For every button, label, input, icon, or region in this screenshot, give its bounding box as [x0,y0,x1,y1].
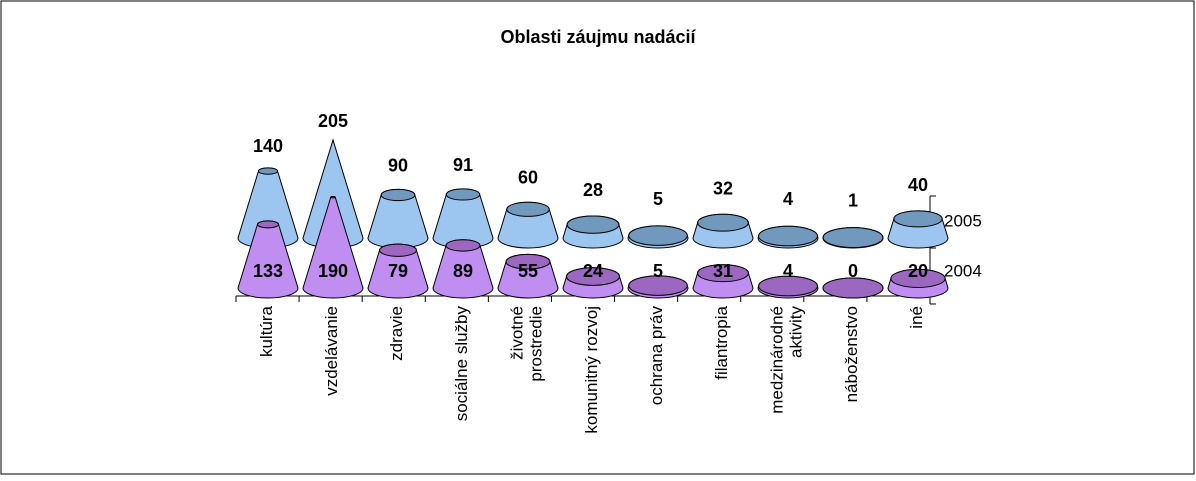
data-label: 1 [848,190,858,210]
cone-top [758,225,818,247]
cone-top [628,225,688,246]
data-label: 190 [318,261,348,281]
cone-top [380,188,416,202]
series-label: 2005 [944,211,982,230]
data-label: 5 [653,189,663,209]
cone-top [330,195,336,199]
data-label: 89 [453,261,473,281]
cone-top [506,201,550,217]
cone-top [257,167,279,175]
data-label: 4 [783,261,793,281]
data-label: 31 [713,261,733,281]
cone-top [445,188,481,201]
data-label: 91 [453,155,473,175]
x-tick-label: životnéprostredie [508,306,546,382]
cone-top [758,275,818,297]
data-label: 60 [518,167,538,187]
data-label: 205 [318,111,348,131]
x-tick-label: vzdelávanie [322,306,341,396]
data-label: 55 [518,261,538,281]
data-label: 0 [848,261,858,281]
x-tick-label: filantropia [712,305,731,379]
x-tick-label: sociálne služby [452,306,471,422]
data-label: 32 [713,178,733,198]
cone-top [822,227,884,248]
cone-top [893,210,943,228]
data-label: 4 [783,189,793,209]
data-label: 24 [583,261,603,281]
chart-title: Oblasti záujmu nadácií [500,27,696,47]
x-tick-label: kultúra [257,305,276,357]
cone-top [379,243,417,257]
cone-top [505,253,551,270]
series-label: 2004 [944,261,982,280]
x-tick-label: medzinárodnéaktivity [768,306,806,414]
cone-top [822,277,884,299]
x-tick-label: náboženstvo [842,306,861,402]
data-label: 28 [583,180,603,200]
data-label: 140 [253,136,283,156]
data-label: 133 [253,261,283,281]
cone-top [256,220,280,229]
cone-top [566,267,620,286]
cone-top [445,239,481,252]
data-label: 20 [908,261,928,281]
data-label: 40 [908,175,928,195]
cone-top [566,215,620,234]
x-tick-label: iné [907,306,926,329]
data-label: 79 [388,261,408,281]
cone-top [890,268,946,288]
data-label: 5 [653,261,663,281]
x-tick-label: ochrana práv [647,306,666,406]
x-tick-label: komunitný rozvoj [582,306,601,434]
data-label: 90 [388,156,408,176]
cone-top [697,213,749,232]
x-tick-label: zdravie [387,306,406,361]
cone-top [628,275,688,296]
cone-top [697,264,749,283]
